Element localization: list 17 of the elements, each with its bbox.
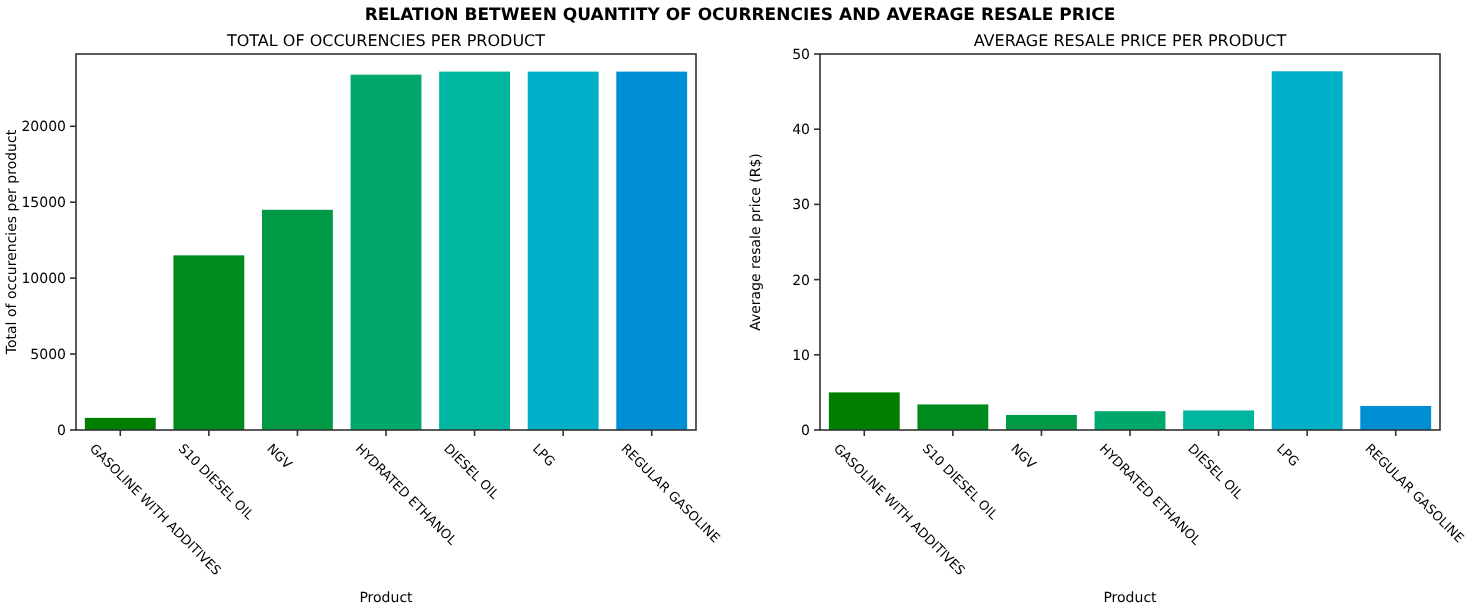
bar: [439, 71, 510, 430]
bar: [1006, 414, 1077, 430]
bar: [1183, 410, 1254, 430]
text: RELATION BETWEEN QUANTITY OF OCURRENCIES AND AVERAGE RESALE PRICE: [364, 6, 1116, 26]
bar: [173, 255, 245, 430]
bar: [262, 209, 333, 430]
bar: [527, 71, 599, 430]
chart-title: AVERAGE RESALE PRICE PER PRODUCT: [973, 32, 1287, 50]
bar: [917, 404, 989, 430]
chart-title: TOTAL OF OCCURENCIES PER PRODUCT: [224, 32, 546, 50]
bar: [828, 392, 900, 430]
bar: [1271, 71, 1343, 430]
bar: [350, 74, 422, 430]
bar: [1094, 411, 1166, 430]
bar: [616, 71, 688, 430]
bar: [1360, 405, 1432, 430]
bar: [84, 417, 156, 430]
